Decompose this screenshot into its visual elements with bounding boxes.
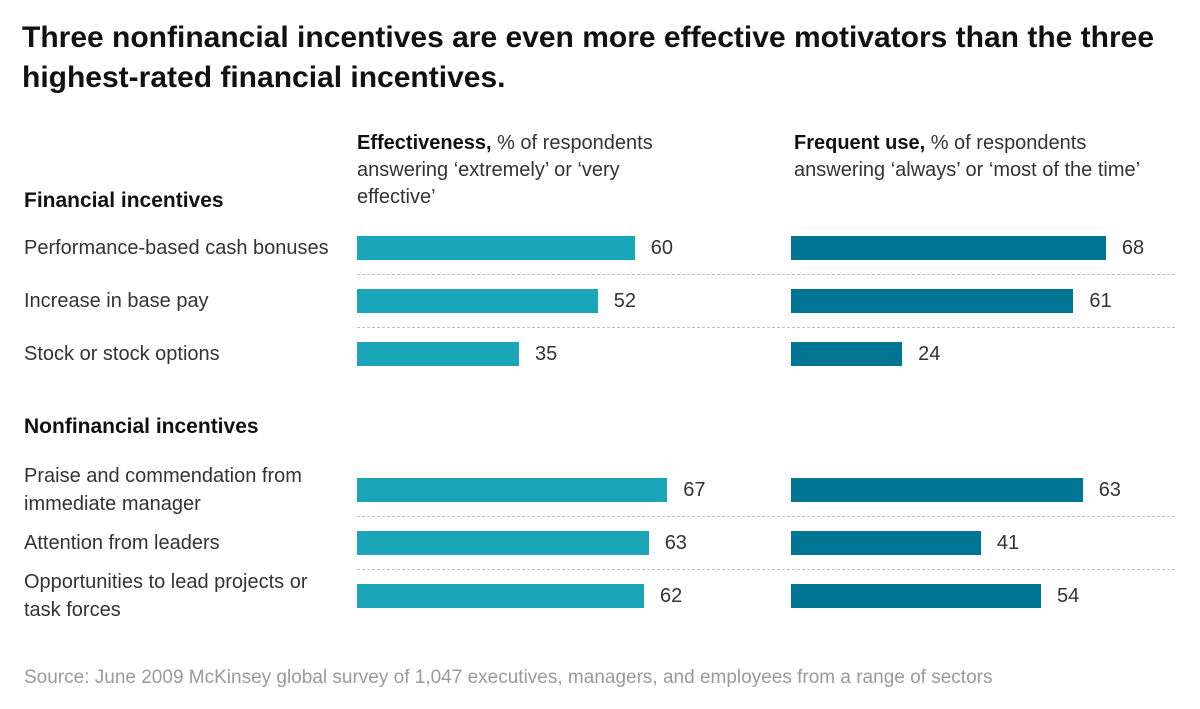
effectiveness-bar bbox=[357, 289, 598, 313]
row-label: Opportunities to lead projects or task f… bbox=[24, 571, 308, 621]
row-label: Stock or stock options bbox=[24, 343, 220, 365]
frequent-use-bar bbox=[791, 289, 1074, 313]
effectiveness-bar bbox=[357, 342, 520, 366]
row-label: Performance-based cash bonuses bbox=[24, 237, 329, 259]
effectiveness-column-header: Effectiveness, % of respondents answerin… bbox=[357, 130, 687, 211]
effectiveness-bar bbox=[357, 531, 649, 555]
frequent-use-value-label: 41 bbox=[996, 532, 1020, 554]
frequent-use-bar bbox=[791, 478, 1083, 502]
row-label: Praise and commendation from immediate m… bbox=[24, 465, 302, 515]
effectiveness-header-desc: % of respondents answering ‘extremely’ o… bbox=[357, 132, 653, 208]
row-divider bbox=[357, 327, 1175, 328]
effectiveness-bar bbox=[357, 236, 635, 260]
row-label: Attention from leaders bbox=[24, 532, 220, 554]
frequent-use-value-label: 63 bbox=[1098, 479, 1121, 501]
row-divider bbox=[357, 274, 1175, 275]
frequent-use-bar bbox=[791, 236, 1106, 260]
frequent-use-column-header: Frequent use, % of respondents answering… bbox=[794, 130, 1174, 184]
effectiveness-header-bold: Effectiveness, bbox=[357, 132, 492, 154]
frequent-use-bar bbox=[791, 584, 1042, 608]
effectiveness-value-label: 60 bbox=[650, 237, 674, 259]
frequent-use-bar bbox=[791, 342, 903, 366]
row-label: Increase in base pay bbox=[24, 290, 209, 312]
frequent-use-value-label: 54 bbox=[1057, 585, 1080, 607]
effectiveness-value-label: 63 bbox=[664, 532, 687, 554]
frequent-use-bar bbox=[791, 531, 981, 555]
source-note: Source: June 2009 McKinsey global survey… bbox=[24, 667, 993, 688]
row-divider bbox=[357, 569, 1175, 570]
effectiveness-value-label: 62 bbox=[660, 585, 683, 607]
frequent-use-header-bold: Frequent use, bbox=[794, 132, 926, 154]
section-header: Nonfinancial incentives bbox=[24, 415, 259, 438]
frequent-use-value-label: 24 bbox=[918, 343, 941, 365]
frequent-use-header-desc: % of respondents answering ‘always’ or ‘… bbox=[794, 132, 1141, 181]
effectiveness-value-label: 52 bbox=[613, 290, 636, 312]
row-divider bbox=[357, 516, 1175, 517]
effectiveness-bar bbox=[357, 478, 668, 502]
section-header: Financial incentives bbox=[24, 189, 224, 212]
chart-title: Three nonfinancial incentives are even m… bbox=[22, 21, 1155, 94]
effectiveness-value-label: 67 bbox=[683, 479, 706, 501]
effectiveness-value-label: 35 bbox=[535, 343, 558, 365]
frequent-use-value-label: 61 bbox=[1089, 290, 1112, 312]
frequent-use-value-label: 68 bbox=[1121, 237, 1145, 259]
effectiveness-bar bbox=[357, 584, 645, 608]
